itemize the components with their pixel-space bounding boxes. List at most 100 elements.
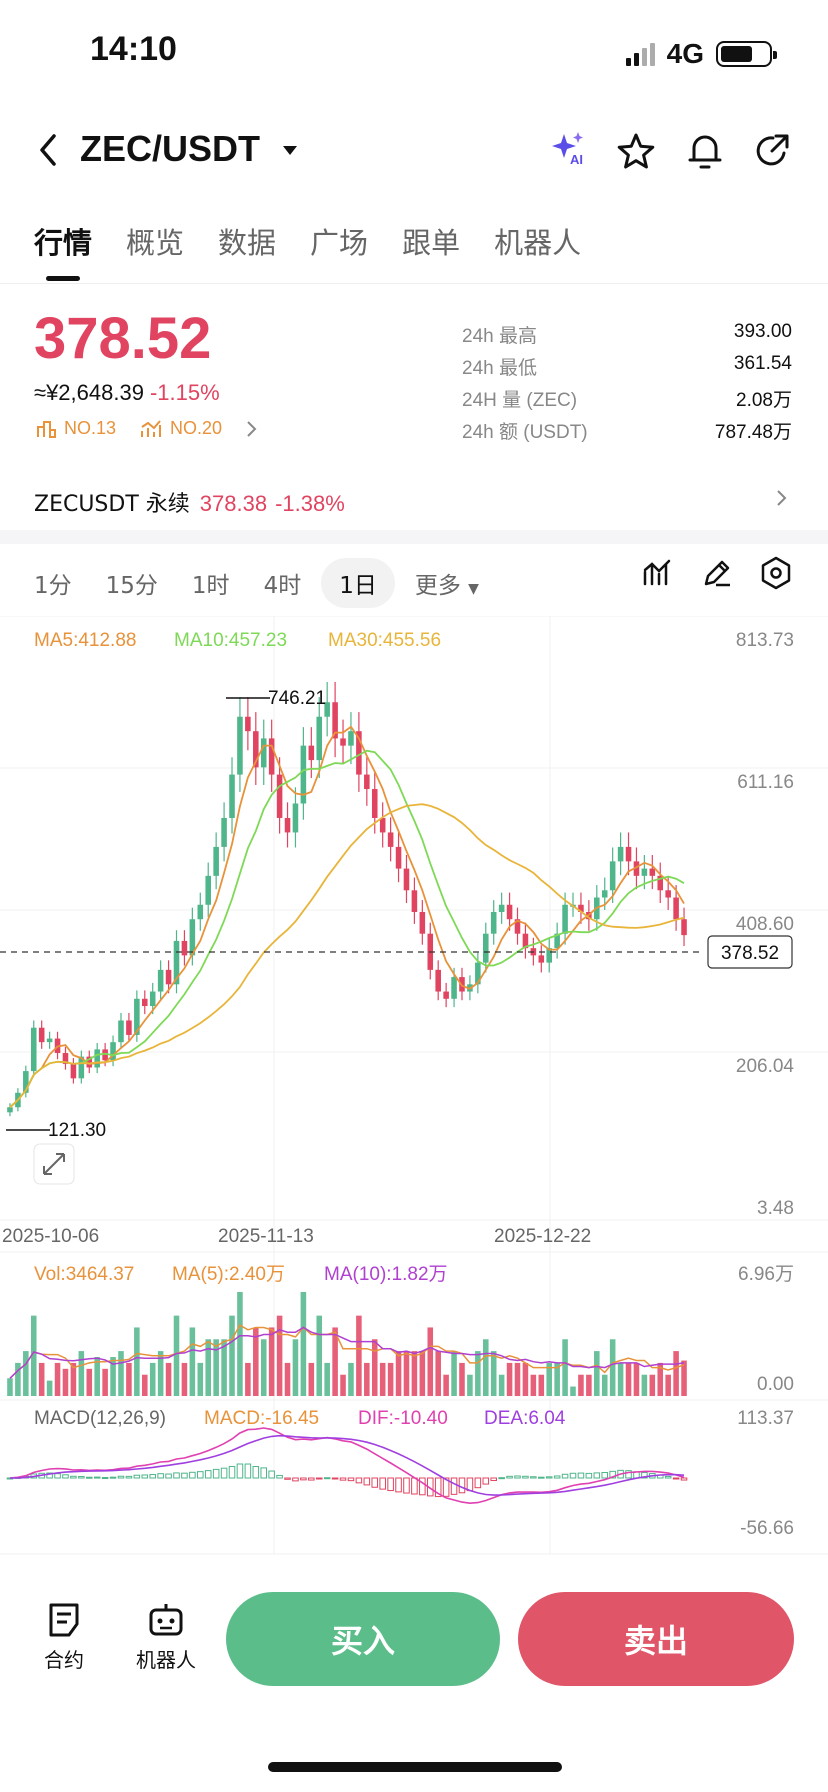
macd-bar <box>474 1477 482 1489</box>
tab-market[interactable]: 行情 <box>34 226 93 260</box>
buy-button[interactable]: 买入 <box>226 1592 500 1686</box>
contract-button[interactable]: 合约 <box>44 1602 84 1673</box>
volume-bar <box>570 1386 576 1396</box>
macd-bar <box>165 1473 172 1479</box>
candle-body <box>229 774 235 818</box>
ai-assistant-button[interactable]: AI <box>550 130 590 172</box>
tab-data[interactable]: 数据 <box>218 226 277 260</box>
candle-body <box>403 868 410 891</box>
chevron-down-icon[interactable] <box>282 145 298 157</box>
volume-bar <box>30 1315 37 1396</box>
macd-bar <box>577 1472 585 1479</box>
vol-legend: Vol:3464.37 <box>34 1264 134 1285</box>
tab-copy-trading[interactable]: 跟单 <box>402 226 461 260</box>
macd-bar <box>672 1477 680 1480</box>
rank-row[interactable]: NO.13 NO.20 <box>36 418 258 439</box>
macd-bar <box>157 1473 164 1479</box>
macd-bar <box>284 1477 291 1480</box>
macd-bar <box>593 1472 601 1479</box>
volume-bar <box>475 1351 481 1396</box>
volume-bar <box>78 1351 85 1396</box>
volume-bar <box>601 1374 608 1396</box>
macd-bar <box>228 1465 236 1479</box>
indicator-icon[interactable] <box>642 558 672 588</box>
chevron-right-icon[interactable] <box>776 488 788 508</box>
candle-body <box>379 817 386 833</box>
chevron-right-icon[interactable] <box>246 419 258 439</box>
perpetual-row[interactable]: ZECUSDT 永续 378.38 -1.38% <box>34 486 345 518</box>
volume-bar <box>641 1374 648 1396</box>
candle-body <box>554 933 560 949</box>
candle-body <box>78 1056 85 1079</box>
candle-body <box>681 919 687 936</box>
candle-body <box>181 940 188 956</box>
timeframe-more[interactable]: 更多 ▼ <box>414 573 479 599</box>
stat-turnover: 24h 额 (USDT) 787.48万 <box>462 422 792 443</box>
timeframe-4h[interactable]: 4时 <box>263 573 302 599</box>
pair-title[interactable]: ZEC/USDT <box>80 128 260 169</box>
macd-bar <box>530 1476 537 1479</box>
expand-icon[interactable] <box>33 1143 75 1185</box>
back-icon[interactable] <box>36 132 60 168</box>
timeframe-1d[interactable]: 1日 <box>321 558 395 608</box>
bell-icon[interactable] <box>686 130 724 172</box>
candle-body <box>149 991 156 1007</box>
candle-body <box>649 868 656 876</box>
share-icon[interactable] <box>754 132 792 170</box>
draw-pen-icon[interactable] <box>702 558 732 588</box>
tab-overview[interactable]: 概览 <box>126 226 185 260</box>
candle-body <box>506 904 513 920</box>
star-icon[interactable] <box>616 132 656 170</box>
macd-bar <box>450 1477 458 1495</box>
volume-bar <box>633 1362 640 1396</box>
vol-ma5-line <box>9 1324 685 1379</box>
volume-bar <box>292 1339 299 1396</box>
macd-bar <box>553 1475 561 1479</box>
volume-bar <box>395 1351 402 1396</box>
candle-body <box>38 1027 45 1043</box>
macd-bar <box>315 1477 323 1480</box>
vol-ma10-legend: MA(10):1.82万 <box>324 1264 448 1285</box>
candle-body <box>356 731 362 775</box>
candle-body <box>657 875 664 891</box>
macd-bar <box>561 1473 569 1479</box>
timeframe-1m[interactable]: 1分 <box>34 573 72 599</box>
macd-bar <box>664 1475 672 1479</box>
volume-bar <box>578 1374 584 1396</box>
volume-bar <box>38 1362 45 1396</box>
robot-button[interactable]: 机器人 <box>136 1602 196 1673</box>
macd-bar <box>641 1472 648 1479</box>
candle-body <box>435 969 441 992</box>
sell-button[interactable]: 卖出 <box>518 1592 794 1686</box>
tab-square[interactable]: 广场 <box>310 226 369 260</box>
rank-badge-1[interactable]: NO.13 <box>36 418 116 439</box>
status-indicators: 4G <box>625 38 777 70</box>
macd-bar <box>220 1467 228 1479</box>
macd-bar <box>109 1476 117 1479</box>
timeframe-15m[interactable]: 15分 <box>105 573 158 599</box>
macd-bar <box>395 1477 402 1493</box>
macd-bar <box>62 1474 69 1479</box>
macd-bar <box>490 1477 497 1481</box>
volume-bar <box>562 1339 568 1396</box>
kline-chart[interactable]: 378.52 746.21 121.30 MA5:412.88 MA10:457… <box>0 616 828 1556</box>
volume-bar <box>657 1362 664 1396</box>
timeframe-1h[interactable]: 1时 <box>191 573 230 599</box>
volume-bar <box>134 1327 140 1396</box>
volume-bar <box>427 1327 434 1396</box>
macd-bar <box>125 1475 133 1479</box>
rank-badge-2[interactable]: NO.20 <box>140 418 222 439</box>
candle-body <box>364 774 370 790</box>
macd-ytick: 113.37 <box>737 1408 794 1429</box>
candle-body <box>522 933 529 949</box>
macd-bar <box>442 1477 450 1497</box>
volume-bar <box>649 1374 656 1396</box>
settings-hexagon-icon[interactable] <box>760 556 792 590</box>
tab-bots[interactable]: 机器人 <box>494 226 582 260</box>
vol-ytick: 6.96万 <box>738 1264 794 1285</box>
last-price-tag: 378.52 <box>721 943 779 964</box>
candle-body <box>7 1107 13 1113</box>
candle-body <box>387 832 394 847</box>
candle-body <box>498 904 505 912</box>
volume-bar <box>260 1339 267 1396</box>
